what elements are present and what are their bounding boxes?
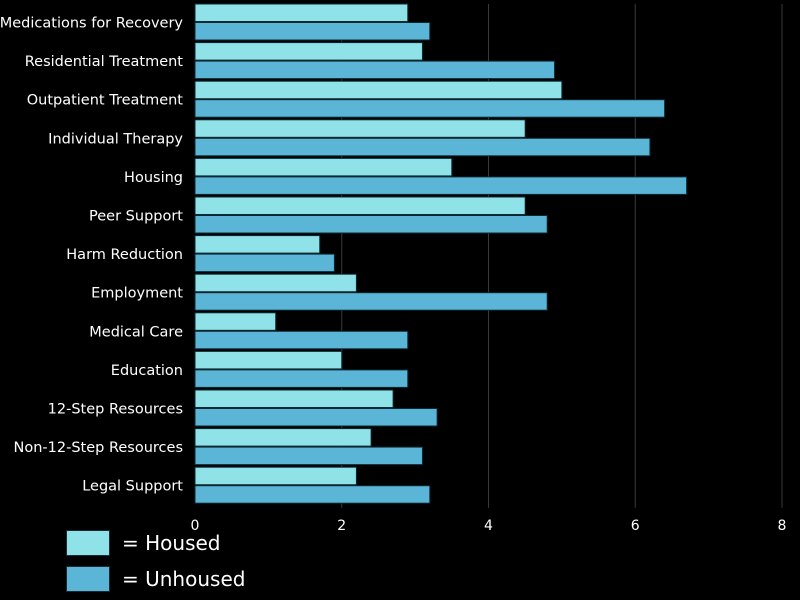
category-label: Medical Care — [89, 324, 183, 340]
x-tick-label: 2 — [337, 518, 346, 534]
category-label: Individual Therapy — [48, 131, 183, 147]
category-label: Residential Treatment — [25, 54, 184, 70]
legend-item-unhoused: = Unhoused — [66, 564, 245, 594]
bar-housed — [194, 235, 321, 254]
bar-unhoused — [194, 137, 651, 157]
legend-label-unhoused: = Unhoused — [122, 567, 246, 591]
category-label: 12-Step Resources — [48, 402, 183, 418]
category-label: Medications for Recovery — [0, 16, 183, 32]
bar-housed — [194, 312, 277, 331]
bar-housed — [194, 389, 394, 408]
x-tick-label: 6 — [631, 518, 640, 534]
bar-unhoused — [194, 176, 688, 195]
x-tick-label: 8 — [778, 518, 787, 534]
legend-swatch-unhoused — [66, 566, 110, 592]
category-label: Outpatient Treatment — [27, 93, 184, 109]
bar-unhoused — [194, 485, 431, 504]
bar-housed — [194, 119, 526, 138]
category-label: Employment — [91, 286, 183, 302]
bar-unhoused — [194, 446, 423, 466]
category-label: Harm Reduction — [66, 247, 183, 263]
x-tick-label: 0 — [191, 518, 200, 534]
bar-housed — [194, 3, 409, 22]
category-label: Legal Support — [82, 479, 183, 495]
category-label: Housing — [124, 170, 183, 186]
bar-unhoused — [194, 330, 409, 350]
legend-swatch-housed — [66, 530, 110, 556]
bar-housed — [194, 42, 423, 61]
category-label: Education — [111, 363, 183, 379]
bar-unhoused — [194, 22, 431, 41]
bar-housed — [194, 466, 357, 486]
bar-unhoused — [194, 408, 438, 427]
chart-legend: = Housed = Unhoused — [66, 528, 245, 600]
bar-unhoused — [194, 253, 335, 273]
bar-housed — [194, 273, 357, 293]
x-tick-label: 4 — [484, 518, 493, 534]
bar-housed — [194, 196, 526, 215]
legend-label-housed: = Housed — [122, 531, 221, 555]
bar-unhoused — [194, 369, 409, 388]
bar-unhoused — [194, 292, 548, 311]
bar-housed — [194, 157, 453, 177]
bar-housed — [194, 350, 343, 370]
category-label: Peer Support — [89, 209, 183, 225]
legend-item-housed: = Housed — [66, 528, 245, 558]
bar-unhoused — [194, 99, 666, 118]
bar-housed — [194, 80, 563, 100]
category-label: Non-12-Step Resources — [14, 440, 184, 456]
bar-unhoused — [194, 215, 548, 234]
bar-unhoused — [194, 60, 556, 80]
bar-housed — [194, 428, 372, 447]
